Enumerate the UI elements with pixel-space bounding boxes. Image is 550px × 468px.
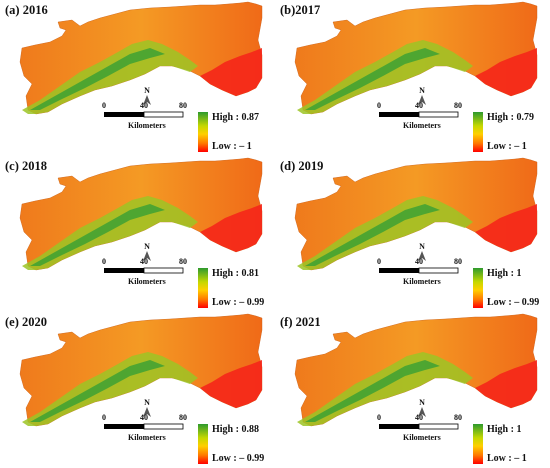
scale-bar (104, 423, 184, 430)
scale-tick-label: 80 (179, 413, 187, 422)
map-panel: (d) 2019 N 0 40 80 Kilometers High : 1 Low : – … (275, 156, 550, 312)
dense-vegetation (305, 48, 440, 110)
north-arrow: N (142, 398, 152, 423)
scale-tick-label: 40 (140, 101, 148, 110)
scale-tick-label: 80 (454, 257, 462, 266)
north-arrow-icon (418, 407, 426, 417)
map-panel: (b)2017 N 0 40 80 Kilometers High : 0.79 Low : … (275, 0, 550, 156)
legend-color-ramp (198, 112, 208, 152)
north-arrow: N (142, 242, 152, 267)
scale-tick-label: 0 (377, 413, 381, 422)
legend-low-label: Low : – 1 (487, 141, 527, 152)
scale-bar (379, 423, 459, 430)
legend-low-label: Low : – 1 (212, 141, 252, 152)
scale-unit: Kilometers (403, 121, 441, 130)
legend-low-label: Low : – 1 (487, 453, 527, 464)
legend-color-ramp (473, 268, 483, 308)
scale-tick-label: 80 (179, 257, 187, 266)
legend-low-label: Low : – 0.99 (212, 453, 265, 464)
scale-tick-label: 0 (377, 257, 381, 266)
legend-color-ramp (198, 424, 208, 464)
ndvi-map (19, 313, 263, 427)
low-value-band (475, 360, 537, 408)
legend-high-label: High : 0.81 (212, 268, 259, 279)
map-panel: (a) 2016 N 0 40 80 Kilometers High : 0.87 Low :… (0, 0, 275, 156)
north-arrow-icon (143, 251, 151, 261)
legend-low-label: Low : – 0.99 (487, 297, 540, 308)
scale-tick-label: 80 (179, 101, 187, 110)
north-arrow-icon (143, 407, 151, 417)
ndvi-map (19, 1, 263, 115)
low-value-band (200, 204, 262, 252)
scale-bar (379, 267, 459, 274)
scale-tick-label: 80 (454, 101, 462, 110)
north-arrow-icon (418, 251, 426, 261)
panel-title: (d) 2019 (280, 159, 324, 173)
scale-bar (379, 111, 459, 118)
map-panel: (c) 2018 N 0 40 80 Kilometers High : 0.81 Low :… (0, 156, 275, 312)
scale-unit: Kilometers (128, 433, 166, 442)
ndvi-map (294, 157, 538, 271)
scale-tick-label: 0 (102, 257, 106, 266)
dense-vegetation (30, 204, 165, 266)
scale-tick-label: 0 (377, 101, 381, 110)
panel-title: (b)2017 (280, 3, 321, 17)
dense-vegetation (305, 204, 440, 266)
scale-tick-label: 80 (454, 413, 462, 422)
legend-high-label: High : 1 (487, 268, 522, 279)
scale-unit: Kilometers (128, 121, 166, 130)
dense-vegetation (305, 360, 440, 422)
scale-tick-label: 40 (415, 101, 423, 110)
legend-high-label: High : 1 (487, 424, 522, 435)
map-panel: (f) 2021 N 0 40 80 Kilometers High : 1 Low : – … (275, 312, 550, 468)
scale-tick-label: 0 (102, 413, 106, 422)
legend-color-ramp (198, 268, 208, 308)
scale-unit: Kilometers (403, 433, 441, 442)
low-value-band (200, 360, 262, 408)
north-arrow: N (417, 242, 427, 267)
map-panel: (e) 2020 N 0 40 80 Kilometers High : 0.88 Low :… (0, 312, 275, 468)
north-arrow-icon (143, 95, 151, 105)
panel-title: (c) 2018 (5, 159, 47, 173)
legend-high-label: High : 0.88 (212, 424, 259, 435)
low-value-band (200, 48, 262, 96)
scale-tick-label: 40 (140, 257, 148, 266)
panel-title: (e) 2020 (5, 315, 47, 329)
legend-low-label: Low : – 0.99 (212, 297, 265, 308)
north-arrow: N (142, 86, 152, 111)
north-arrow-icon (418, 95, 426, 105)
panel-title: (a) 2016 (5, 3, 48, 17)
low-value-band (475, 204, 537, 252)
legend-color-ramp (473, 424, 483, 464)
north-arrow: N (417, 398, 427, 423)
ndvi-map (294, 313, 538, 427)
dense-vegetation (30, 360, 165, 422)
north-arrow: N (417, 86, 427, 111)
scale-unit: Kilometers (403, 277, 441, 286)
panel-title: (f) 2021 (280, 315, 321, 329)
ndvi-map (294, 1, 538, 115)
scale-unit: Kilometers (128, 277, 166, 286)
scale-tick-label: 0 (102, 101, 106, 110)
low-value-band (475, 48, 537, 96)
legend-high-label: High : 0.79 (487, 112, 534, 123)
scale-bar (104, 267, 184, 274)
scale-tick-label: 40 (140, 413, 148, 422)
legend-color-ramp (473, 112, 483, 152)
scale-tick-label: 40 (415, 413, 423, 422)
dense-vegetation (30, 48, 165, 110)
scale-tick-label: 40 (415, 257, 423, 266)
scale-bar (104, 111, 184, 118)
ndvi-map (19, 157, 263, 271)
legend-high-label: High : 0.87 (212, 112, 259, 123)
